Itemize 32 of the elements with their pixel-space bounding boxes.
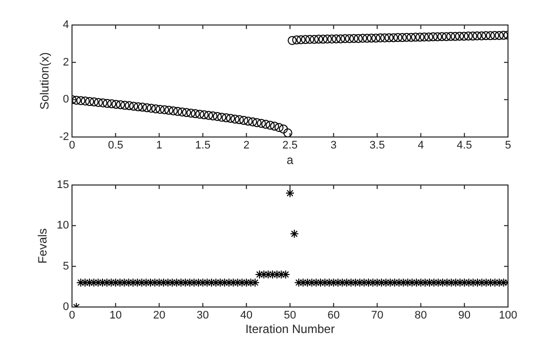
x-axis-title: a	[286, 153, 294, 168]
x-tick-label: 0.5	[108, 140, 124, 152]
y-axis-title: Solution(x)	[38, 52, 52, 110]
x-tick-label: 4	[418, 140, 424, 152]
x-tick-label: 40	[240, 310, 253, 322]
x-tick-label: 1	[156, 140, 162, 152]
x-tick-label: 30	[196, 310, 209, 322]
x-tick-label: 80	[414, 310, 427, 322]
x-tick-label: 10	[109, 310, 122, 322]
y-axis-title: Fevals	[36, 228, 50, 264]
x-tick-label: 100	[498, 310, 518, 322]
x-tick-label: 3.5	[370, 140, 385, 152]
y-tick-label: 4	[62, 19, 69, 32]
y-tick-label: 2	[62, 56, 69, 68]
y-tick-label: 10	[56, 220, 69, 232]
x-tick-label: 1.5	[195, 140, 210, 152]
x-tick-label: 90	[458, 310, 471, 322]
x-tick-label: 5	[504, 140, 512, 152]
x-axis-title: Iteration Number	[245, 322, 335, 336]
x-tick-label: 4.5	[456, 140, 472, 152]
y-tick-label: 0	[62, 301, 69, 314]
x-tick-label: 20	[153, 310, 166, 322]
x-tick-label: 2.5	[282, 140, 298, 152]
y-tick-label: 0	[62, 94, 69, 106]
x-tick-label: 70	[371, 310, 384, 322]
y-tick-label: -2	[59, 131, 69, 144]
y-tick-label: 15	[56, 179, 69, 192]
x-tick-label: 50	[284, 310, 296, 322]
x-tick-label: 3	[330, 140, 337, 152]
x-tick-label: 2	[243, 140, 250, 152]
x-tick-label: 60	[327, 310, 340, 322]
y-tick-label: 5	[62, 260, 69, 272]
